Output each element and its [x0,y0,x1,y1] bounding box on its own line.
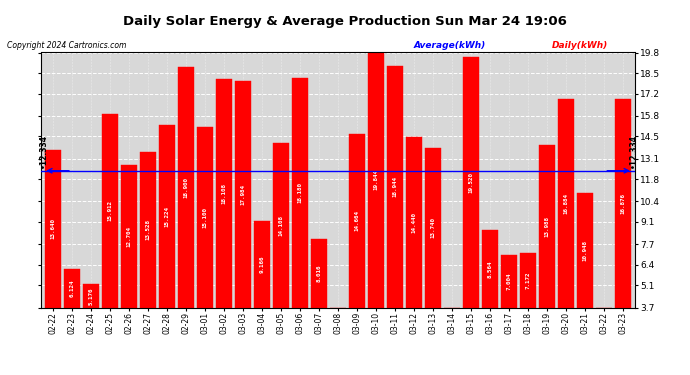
Bar [254,221,270,308]
Text: 12.704: 12.704 [126,226,131,247]
Text: 13.988: 13.988 [545,216,550,237]
Bar [273,142,289,308]
Text: 13.528: 13.528 [146,219,150,240]
Text: Average(kWh): Average(kWh) [414,41,486,50]
Text: 8.564: 8.564 [488,260,493,278]
Text: 6.124: 6.124 [69,279,75,297]
Bar [558,99,574,308]
Text: 16.884: 16.884 [564,193,569,214]
Bar [140,152,156,308]
Text: 18.108: 18.108 [221,183,226,204]
Text: 8.016: 8.016 [317,265,322,282]
Text: 10.948: 10.948 [583,240,588,261]
Text: 16.876: 16.876 [621,193,626,214]
Bar [45,150,61,308]
Bar [159,125,175,308]
Text: 15.224: 15.224 [164,206,170,227]
Text: 15.912: 15.912 [108,200,112,221]
Text: 7.004: 7.004 [506,273,512,290]
Bar [539,144,555,308]
Bar [235,81,251,308]
Bar [292,78,308,308]
Text: Copyright 2024 Cartronics.com: Copyright 2024 Cartronics.com [7,41,126,50]
Text: 18.180: 18.180 [297,182,302,203]
Text: 13.640: 13.640 [50,218,55,239]
Text: 18.944: 18.944 [393,176,397,197]
Bar [368,52,384,308]
Bar [178,67,194,308]
Bar [482,231,498,308]
Bar [83,284,99,308]
Text: 14.440: 14.440 [412,212,417,233]
Text: •12.334: •12.334 [39,134,48,168]
Text: 19.520: 19.520 [469,172,474,193]
Text: •12.334: •12.334 [629,134,638,168]
Text: 18.900: 18.900 [184,177,188,198]
Bar [520,252,536,308]
Bar [425,148,442,308]
Bar [463,57,480,308]
Text: 14.664: 14.664 [355,210,359,231]
Bar [63,269,80,308]
Text: Daily Solar Energy & Average Production Sun Mar 24 19:06: Daily Solar Energy & Average Production … [123,15,567,28]
Bar [615,99,631,308]
Text: 5.176: 5.176 [88,287,93,304]
Bar [197,127,213,308]
Bar [102,114,118,308]
Text: 15.100: 15.100 [202,207,208,228]
Bar [406,137,422,308]
Bar [216,79,232,308]
Bar [311,239,327,308]
Text: Daily(kWh): Daily(kWh) [552,41,609,50]
Text: 14.108: 14.108 [279,214,284,236]
Bar [578,193,593,308]
Text: 13.740: 13.740 [431,217,435,238]
Text: 19.844: 19.844 [374,169,379,190]
Bar [387,66,403,308]
Text: 9.166: 9.166 [259,255,264,273]
Bar [501,255,518,308]
Text: 17.984: 17.984 [241,184,246,205]
Bar [349,134,365,308]
Text: 7.172: 7.172 [526,271,531,289]
Bar [121,165,137,308]
